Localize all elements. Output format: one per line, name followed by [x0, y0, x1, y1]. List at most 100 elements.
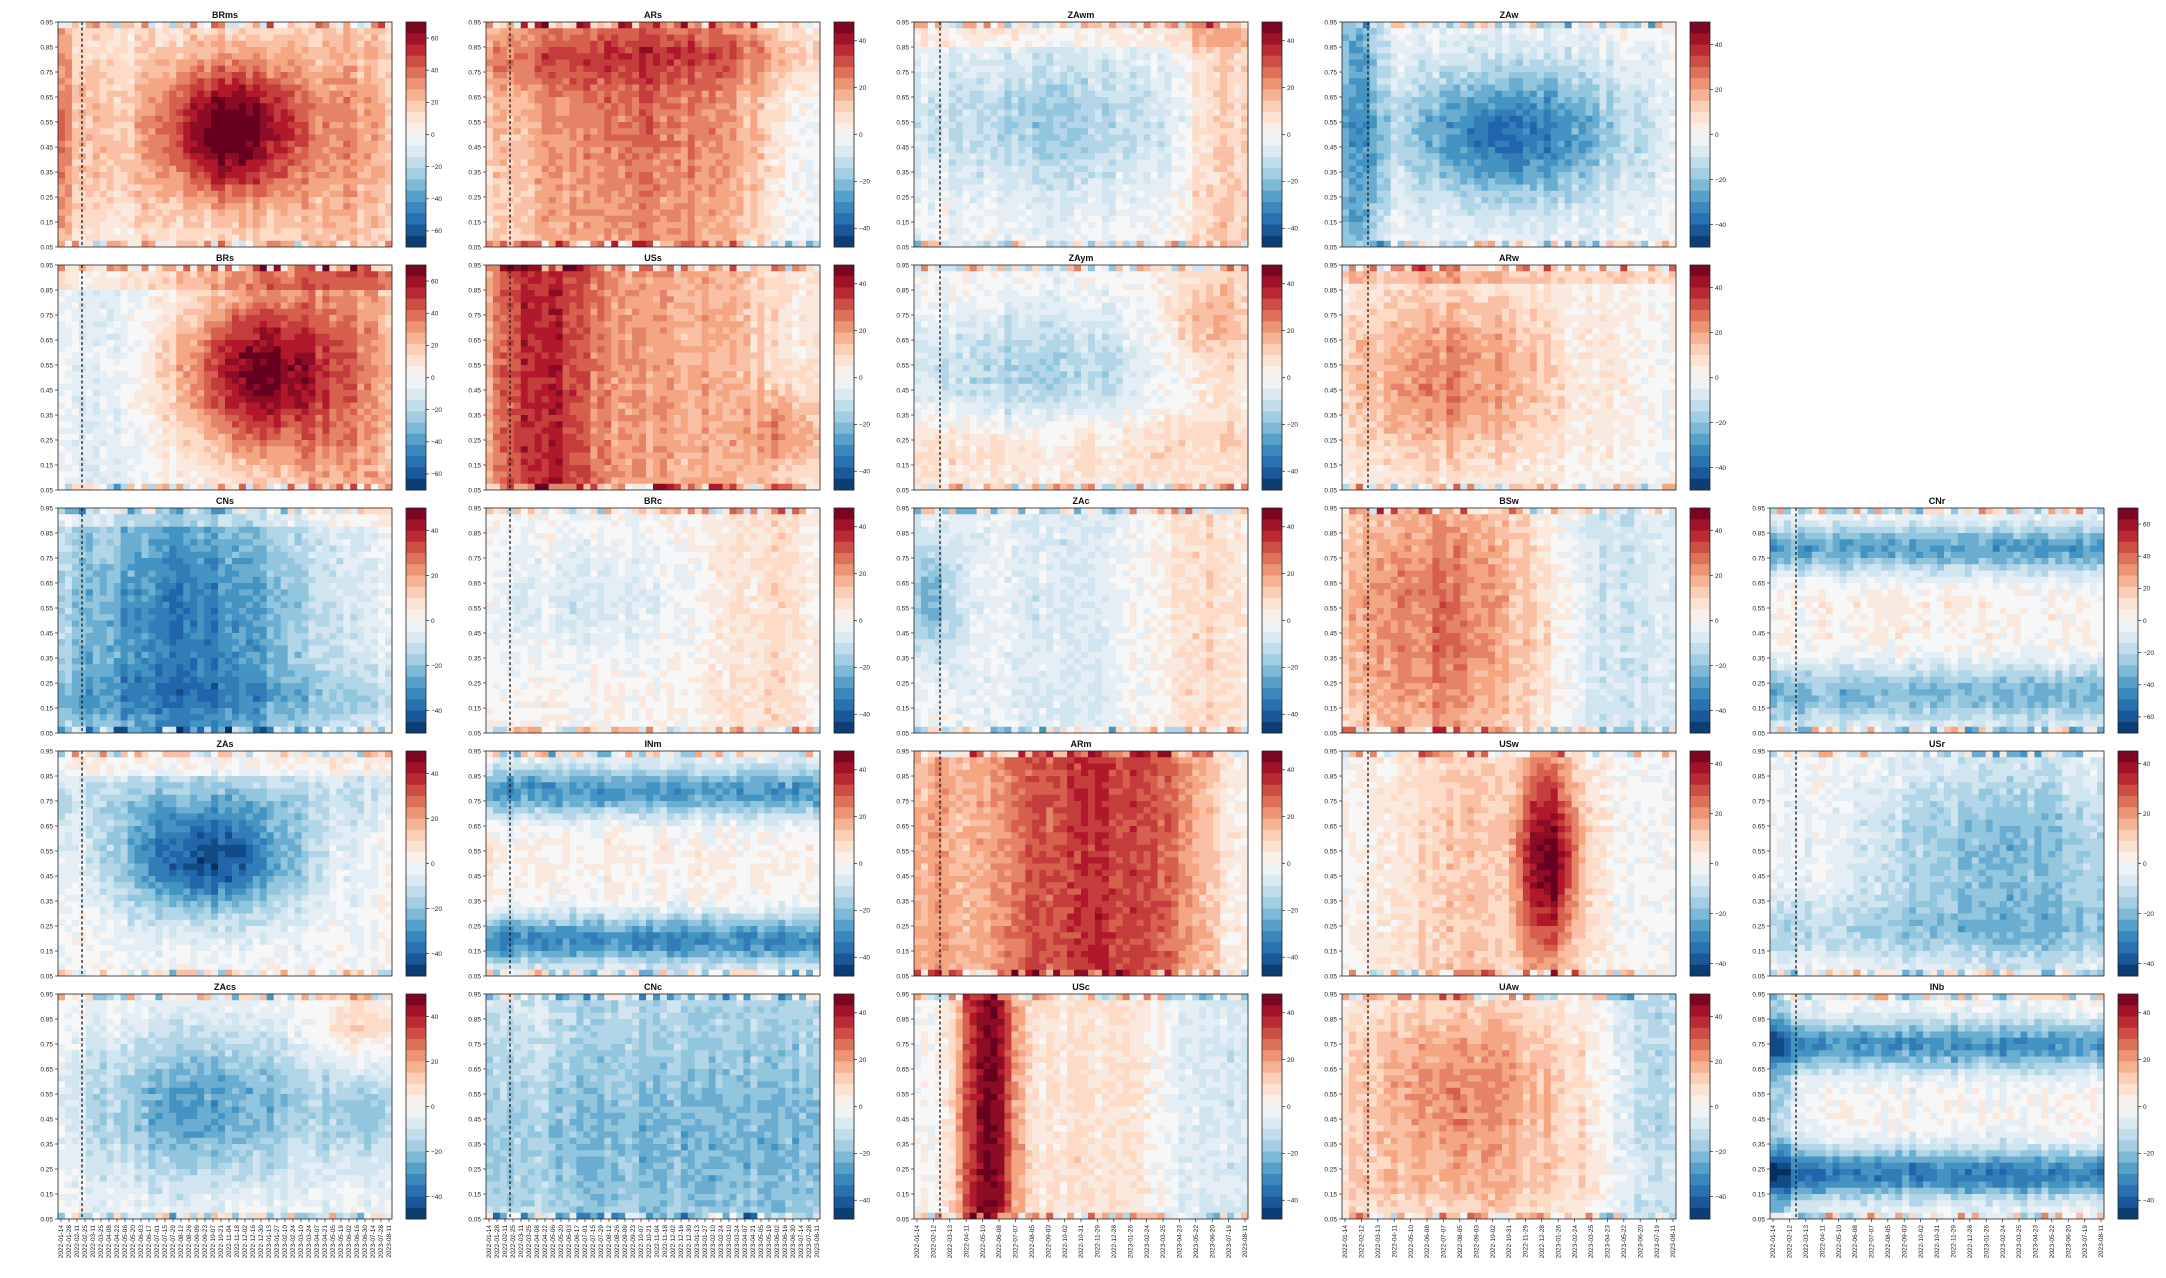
heatmap-cell [141, 520, 150, 528]
heatmap-cell [113, 720, 122, 728]
heatmap-cell [85, 396, 94, 404]
heatmap-cell [218, 178, 226, 186]
heatmap-cell [252, 190, 261, 198]
heatmap-cell [218, 608, 226, 615]
heatmap-cell [64, 128, 73, 136]
heatmap-cell [280, 601, 289, 609]
heatmap-cell [190, 576, 198, 584]
heatmap-cell [329, 539, 337, 547]
heatmap-cell [106, 40, 115, 48]
heatmap-cell [113, 352, 122, 360]
heatmap-cell [259, 222, 268, 229]
heatmap-cell [266, 595, 275, 603]
heatmap-cell [238, 302, 247, 310]
heatmap-cell [245, 53, 254, 61]
heatmap-cell [357, 427, 365, 435]
heatmap-cell [315, 683, 324, 690]
heatmap-cell [113, 601, 122, 609]
heatmap-cell [343, 427, 351, 435]
heatmap-cell [378, 228, 386, 236]
heatmap-cell [134, 327, 143, 335]
heatmap-cell [322, 53, 330, 61]
heatmap-cell [280, 140, 289, 148]
heatmap-cell [92, 290, 101, 297]
heatmap-cell [106, 390, 115, 397]
heatmap-cell [259, 633, 268, 640]
heatmap-cell [99, 283, 108, 291]
heatmap-cell [378, 197, 386, 204]
heatmap-cell [148, 134, 157, 142]
heatmap-cell [148, 576, 157, 584]
heatmap-cell [71, 222, 80, 229]
heatmap-cell [252, 222, 261, 229]
heatmap-cell [308, 283, 317, 291]
heatmap-cell [357, 277, 365, 285]
heatmap-cell [329, 72, 337, 79]
heatmap-cell [218, 53, 226, 61]
heatmap-cell [280, 228, 289, 236]
heatmap-cell [169, 440, 177, 447]
heatmap-cell [385, 321, 392, 329]
heatmap-cell [231, 708, 240, 715]
heatmap-cell [273, 458, 282, 466]
heatmap-cell [308, 483, 317, 490]
heatmap-cell [301, 676, 310, 684]
heatmap-cell [238, 172, 247, 179]
heatmap-cell [280, 40, 289, 48]
heatmap-cell [183, 197, 191, 204]
heatmap-cell [169, 533, 177, 540]
heatmap-cell [287, 595, 296, 603]
heatmap-cell [322, 315, 330, 322]
heatmap-cell [162, 614, 170, 622]
heatmap-cell [315, 165, 324, 173]
heatmap-cell [238, 358, 247, 366]
heatmap-cell [308, 128, 317, 136]
heatmap-cell [71, 601, 80, 609]
heatmap-cell [92, 551, 101, 559]
heatmap-cell [211, 128, 219, 136]
heatmap-cell [245, 427, 254, 435]
heatmap-cell [120, 539, 129, 547]
heatmap-cell [127, 670, 136, 678]
heatmap-cell [350, 84, 358, 92]
heatmap-cell [357, 321, 365, 329]
heatmap-cell [231, 633, 240, 640]
heatmap-cell [238, 352, 247, 360]
heatmap-cell [336, 477, 344, 485]
heatmap-cell [322, 178, 330, 186]
heatmap-cell [71, 415, 80, 422]
heatmap-cell [190, 103, 198, 111]
heatmap-cell [197, 302, 205, 310]
heatmap-cell [127, 689, 136, 697]
heatmap-cell [225, 440, 233, 447]
heatmap-cell [78, 84, 87, 92]
heatmap-cell [252, 558, 261, 565]
heatmap-cell [190, 390, 198, 397]
heatmap-cell [329, 321, 337, 329]
heatmap-cell [183, 539, 191, 547]
heatmap-cell [190, 184, 198, 192]
heatmap-cell [336, 65, 344, 73]
heatmap-cell [197, 526, 205, 534]
heatmap-cell [301, 446, 310, 454]
heatmap-cell [301, 103, 310, 111]
heatmap-cell [252, 658, 261, 665]
heatmap-cell [127, 172, 136, 179]
heatmap-cell [357, 197, 365, 204]
heatmap-cell [58, 340, 66, 347]
heatmap-cell [364, 115, 372, 123]
heatmap-cell [169, 134, 177, 142]
heatmap-cell [183, 283, 191, 291]
heatmap-cell [378, 78, 386, 86]
heatmap-cell [183, 346, 191, 354]
heatmap-cell [71, 234, 80, 242]
heatmap-cell [211, 209, 219, 217]
heatmap-cell [162, 47, 170, 54]
heatmap-cell [71, 333, 80, 341]
heatmap-cell [141, 34, 150, 42]
heatmap-cell [183, 352, 191, 360]
heatmap-cell [99, 689, 108, 697]
heatmap-cell [197, 365, 205, 372]
heatmap-cell [127, 358, 136, 366]
heatmap-cell [385, 22, 392, 29]
